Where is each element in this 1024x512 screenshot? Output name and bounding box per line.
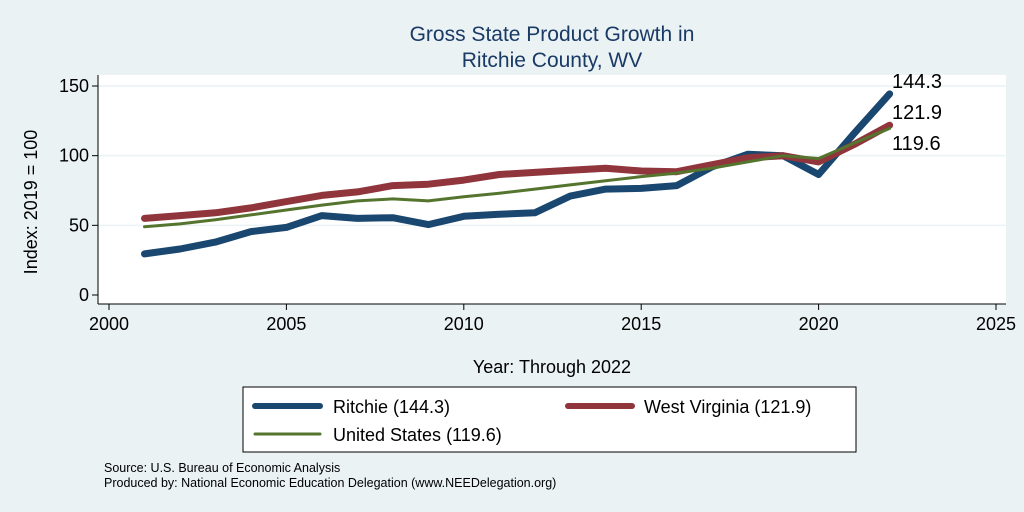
y-tick-label-100: 100	[59, 146, 89, 166]
legend-label-ritchie: Ritchie (144.3)	[333, 397, 450, 417]
y-tick-label-150: 150	[59, 76, 89, 96]
y-tick-label-0: 0	[79, 285, 89, 305]
x-tick-label-2000: 2000	[89, 314, 129, 334]
x-tick-label-2020: 2020	[799, 314, 839, 334]
x-axis-label: Year: Through 2022	[473, 357, 631, 377]
series-line-west-virginia	[141, 121, 894, 222]
x-tick-label-2015: 2015	[621, 314, 661, 334]
y-tick-label-50: 50	[69, 215, 89, 235]
plot-area	[98, 75, 1006, 304]
series-lines	[141, 90, 894, 258]
axes	[97, 75, 1006, 305]
end-label-united-states: 119.6	[892, 133, 941, 155]
legend-label-west-virginia: West Virginia (121.9)	[644, 397, 811, 417]
chart-title-line-2: Ritchie County, WV	[462, 49, 643, 72]
x-tick-label-2025: 2025	[976, 314, 1016, 334]
produced-by-line: Produced by: National Economic Education…	[104, 476, 556, 490]
y-ticks: 0 50 100 150	[59, 76, 98, 305]
end-label-ritchie: 144.3	[892, 71, 942, 93]
x-tick-label-2010: 2010	[444, 314, 484, 334]
x-tick-label-2005: 2005	[266, 314, 306, 334]
series-line-united-states	[143, 126, 892, 229]
source-line: Source: U.S. Bureau of Economic Analysis	[104, 461, 340, 475]
chart-title-line-1: Gross State Product Growth in	[410, 23, 695, 46]
x-ticks: 2000 2005 2010 2015 2020 2025	[89, 304, 1016, 334]
legend-box	[242, 386, 857, 453]
end-label-west-virginia: 121.9	[892, 102, 942, 124]
legend: Ritchie (144.3) West Virginia (121.9) Un…	[242, 386, 857, 453]
gridlines	[98, 85, 1006, 227]
y-axis-label: Index: 2019 = 100	[21, 130, 41, 275]
legend-label-united-states: United States (119.6)	[333, 425, 502, 445]
